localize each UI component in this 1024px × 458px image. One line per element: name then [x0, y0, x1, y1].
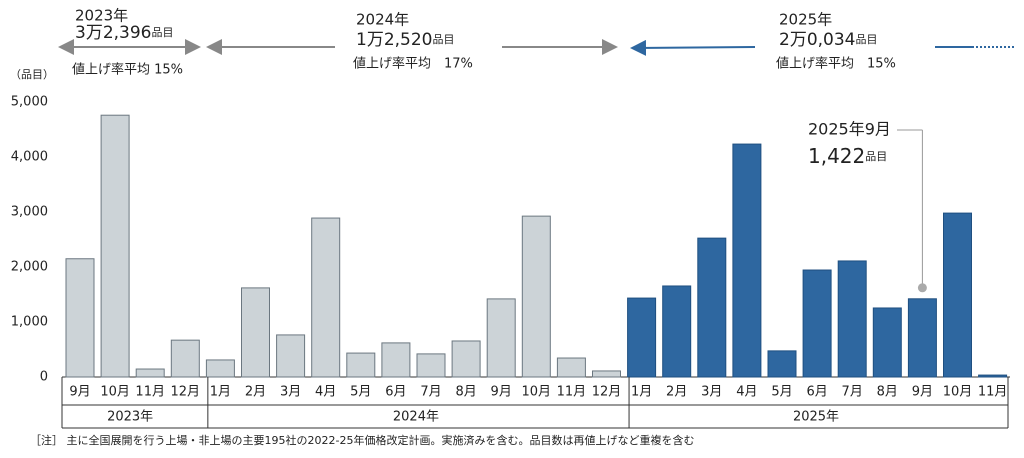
period-total-value: 2万0,034: [779, 30, 855, 50]
x-tick-label: 10月: [100, 385, 130, 400]
x-tick-label: 11月: [978, 385, 1008, 400]
x-tick-label: 4月: [315, 385, 336, 400]
bar: [100, 114, 130, 378]
x-tick-label: 6月: [385, 385, 406, 400]
period-year: 2025年: [779, 11, 832, 29]
period-total-unit: 品目: [432, 33, 454, 46]
bar: [346, 352, 376, 378]
period-arrow: [630, 39, 756, 56]
bar: [802, 269, 832, 378]
period-total-value: 1万2,520: [356, 30, 432, 50]
period-year: 2023年: [75, 7, 128, 25]
period-rate: 値上げ率平均 15%: [776, 56, 896, 72]
x-tick-label: 12月: [592, 385, 622, 400]
bar: [872, 307, 902, 378]
x-tick-label: 3月: [280, 385, 301, 400]
callout-unit: 品目: [865, 150, 887, 163]
x-tick-label: 9月: [491, 385, 512, 400]
x-tick-label: 7月: [842, 385, 863, 400]
y-axis-label: （品目）: [10, 68, 54, 81]
bar: [276, 334, 306, 378]
period-total: 2万0,034品目: [779, 30, 877, 50]
x-tick-label: 5月: [771, 385, 792, 400]
callout-number: 1,422: [808, 144, 865, 168]
y-tick-label: 3,000: [11, 205, 48, 220]
x-group-label: 2025年: [793, 410, 839, 425]
bar: [592, 370, 621, 378]
bar: [416, 353, 446, 378]
x-tick-label: 1月: [210, 385, 231, 400]
period-rate: 値上げ率平均 15%: [72, 62, 183, 78]
bar: [486, 298, 516, 378]
y-tick-label: 2,000: [11, 260, 48, 275]
bar: [907, 298, 937, 378]
note: ［注］ 主に全国展開を行う上場・非上場の主要195社の2022-25年価格改定計…: [30, 433, 694, 447]
period-total-unit: 品目: [151, 26, 173, 39]
bar: [311, 217, 341, 378]
x-tick-label: 9月: [69, 385, 90, 400]
bar: [943, 212, 972, 378]
x-group-label: 2023年: [107, 410, 153, 425]
x-tick-label: 3月: [701, 385, 722, 400]
callout-dot: [917, 283, 927, 293]
bar: [767, 350, 797, 378]
bar: [837, 260, 867, 378]
x-tick-label: 10月: [943, 385, 973, 400]
bar: [205, 359, 235, 378]
x-tick-label: 11月: [135, 385, 165, 400]
period-year: 2024年: [356, 11, 409, 29]
x-tick-label: 11月: [557, 385, 587, 400]
bar: [65, 258, 95, 378]
bar: [556, 357, 586, 378]
x-tick-label: 5月: [350, 385, 371, 400]
callout-value: 1,422品目: [808, 144, 887, 168]
x-tick-label: 2月: [245, 385, 266, 400]
x-tick-label: 1月: [631, 385, 652, 400]
bar: [241, 287, 270, 378]
bar: [170, 339, 200, 378]
callout-label: 2025年9月: [808, 120, 891, 139]
period-total-unit: 品目: [855, 33, 877, 46]
x-tick-label: 10月: [522, 385, 552, 400]
x-tick-label: 8月: [877, 385, 898, 400]
period-total-value: 3万2,396: [75, 23, 151, 43]
bar: [978, 374, 1008, 378]
bar: [662, 285, 692, 378]
period-total: 3万2,396品目: [75, 23, 173, 43]
x-tick-label: 4月: [736, 385, 757, 400]
x-tick-label: 6月: [806, 385, 827, 400]
period-rate: 値上げ率平均 17%: [353, 56, 473, 72]
bar: [732, 143, 762, 378]
bar: [135, 368, 165, 378]
x-tick-label: 9月: [912, 385, 933, 400]
x-group-label: 2024年: [393, 410, 439, 425]
x-tick-label: 12月: [171, 385, 201, 400]
bar: [627, 297, 657, 378]
y-tick-label: 1,000: [11, 315, 48, 330]
bar: [697, 237, 727, 378]
bar: [451, 340, 481, 378]
x-tick-label: 8月: [455, 385, 476, 400]
y-tick-label: 0: [40, 370, 48, 385]
x-tick-label: 2月: [666, 385, 687, 400]
y-tick-label: 4,000: [11, 150, 48, 165]
y-tick-label: 5,000: [11, 95, 48, 110]
period-total: 1万2,520品目: [356, 30, 454, 50]
bar: [381, 342, 411, 378]
bar: [521, 215, 551, 378]
x-tick-label: 7月: [420, 385, 441, 400]
